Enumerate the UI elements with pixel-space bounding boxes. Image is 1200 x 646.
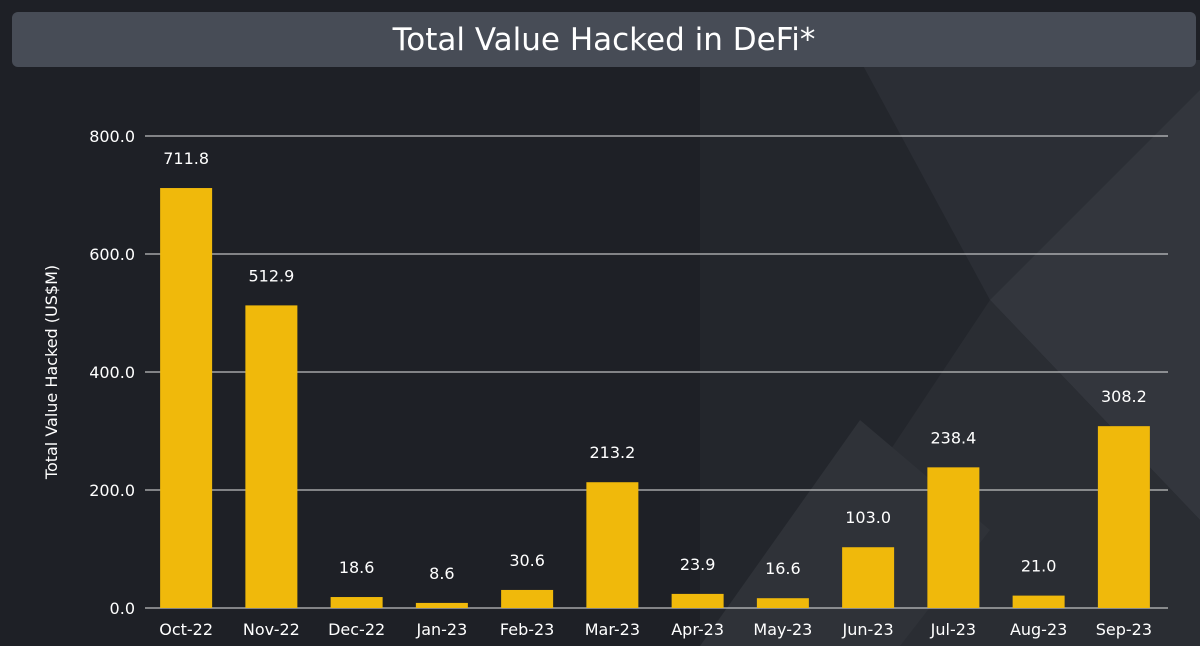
y-tick-label: 600.0 — [89, 245, 135, 264]
data-label: 16.6 — [765, 559, 801, 578]
bar — [671, 593, 724, 608]
data-label: 30.6 — [509, 551, 545, 570]
y-axis-title: Total Value Hacked (US$M) — [42, 265, 61, 480]
x-tick-label: May-23 — [753, 620, 812, 639]
x-tick-label: Feb-23 — [500, 620, 554, 639]
y-tick-label: 800.0 — [89, 127, 135, 146]
x-tick-label: Oct-22 — [159, 620, 213, 639]
bar — [415, 602, 468, 608]
bar — [842, 547, 895, 608]
bar — [501, 589, 554, 608]
x-tick-label: Mar-23 — [585, 620, 640, 639]
bar — [586, 482, 639, 608]
data-label: 512.9 — [248, 266, 294, 285]
title-bar: Total Value Hacked in DeFi* — [12, 12, 1196, 67]
x-tick-label: Nov-22 — [243, 620, 300, 639]
data-label: 21.0 — [1021, 557, 1057, 576]
bar — [1012, 595, 1065, 608]
data-label: 8.6 — [429, 564, 454, 583]
data-label: 213.2 — [589, 443, 635, 462]
x-tick-label: Jul-23 — [930, 620, 976, 639]
data-label: 18.6 — [339, 558, 375, 577]
data-label: 238.4 — [930, 428, 976, 447]
bar — [927, 467, 980, 608]
y-tick-label: 200.0 — [89, 481, 135, 500]
y-tick-label: 0.0 — [110, 599, 135, 618]
bar — [160, 188, 213, 608]
x-tick-label: Sep-23 — [1096, 620, 1152, 639]
bar — [330, 597, 383, 608]
data-label: 308.2 — [1101, 387, 1147, 406]
x-tick-label: Jan-23 — [415, 620, 467, 639]
x-tick-label: Aug-23 — [1010, 620, 1067, 639]
x-tick-label: Jun-23 — [842, 620, 894, 639]
bar — [245, 305, 298, 608]
bar — [1097, 426, 1150, 608]
bar — [756, 598, 809, 608]
data-label: 103.0 — [845, 508, 891, 527]
data-label: 23.9 — [680, 555, 716, 574]
x-tick-label: Dec-22 — [328, 620, 385, 639]
data-label: 711.8 — [163, 149, 209, 168]
x-tick-label: Apr-23 — [671, 620, 724, 639]
chart-title: Total Value Hacked in DeFi* — [392, 21, 816, 58]
y-tick-label: 400.0 — [89, 363, 135, 382]
